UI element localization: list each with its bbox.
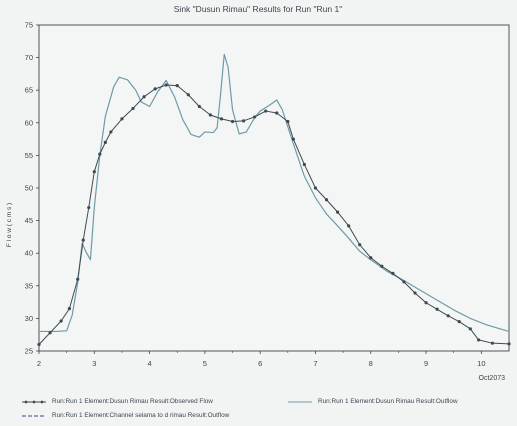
plot-area xyxy=(38,24,510,352)
data-point xyxy=(241,119,246,123)
legend-swatch-channel-outflow xyxy=(22,413,46,419)
data-point xyxy=(264,109,268,113)
data-point xyxy=(369,256,373,260)
data-point xyxy=(81,238,85,242)
y-tick-label: 70 xyxy=(25,53,33,62)
data-point xyxy=(313,186,318,190)
x-tick-label: 7 xyxy=(313,359,317,368)
data-point xyxy=(87,205,91,210)
data-point xyxy=(435,307,439,311)
series-lines xyxy=(37,53,511,347)
legend-swatch-outflow xyxy=(288,399,312,405)
x-tick-label: 6 xyxy=(258,359,262,368)
data-point xyxy=(347,224,351,228)
data-point xyxy=(92,170,96,174)
data-point xyxy=(507,342,511,346)
y-tick-label: 65 xyxy=(25,86,33,95)
data-point xyxy=(424,301,428,305)
data-point xyxy=(219,117,224,121)
y-tick-label: 60 xyxy=(25,118,33,127)
y-tick-label: 30 xyxy=(25,314,33,323)
y-axis-label: F l o w ( c m s ) xyxy=(6,203,13,247)
legend-label-observed-flow: Run:Run 1 Element:Dusun Rimau Result:Obs… xyxy=(52,398,213,405)
data-point xyxy=(457,320,461,324)
data-point xyxy=(413,291,417,295)
x-axis-date-label: Oct2073 xyxy=(479,375,506,382)
data-point xyxy=(37,342,41,347)
x-tick-label: 10 xyxy=(477,359,485,368)
x-tick-label: 8 xyxy=(369,359,373,368)
data-point xyxy=(490,341,495,345)
data-point xyxy=(175,84,179,88)
legend-item-channel-outflow: Run:Run 1 Element:Channel selama to d ri… xyxy=(22,412,229,419)
data-point xyxy=(109,130,113,134)
y-tick-label: 40 xyxy=(25,249,33,258)
data-point xyxy=(186,93,190,97)
y-tick-label: 75 xyxy=(25,21,33,30)
series-line xyxy=(39,53,510,333)
data-point xyxy=(120,117,124,121)
data-point xyxy=(59,319,63,323)
chart-title: Sink "Dusun Rimau" Results for Run "Run … xyxy=(174,4,342,14)
y-tick-label: 45 xyxy=(25,216,33,225)
legend: Run:Run 1 Element:Dusun Rimau Result:Obs… xyxy=(0,395,517,425)
data-point xyxy=(67,307,72,311)
data-point xyxy=(402,280,406,284)
legend-label-outflow: Run:Run 1 Element:Dusun Rimau Result:Out… xyxy=(318,398,458,405)
data-point xyxy=(358,243,362,247)
data-point xyxy=(48,331,52,335)
data-point xyxy=(468,327,472,331)
y-tick-label: 35 xyxy=(25,281,33,290)
data-point xyxy=(286,119,290,124)
data-point xyxy=(230,119,235,124)
x-tick-label: 9 xyxy=(424,359,428,368)
x-tick-label: 4 xyxy=(148,359,152,368)
data-point xyxy=(131,106,135,111)
data-point xyxy=(253,115,257,119)
data-point xyxy=(446,314,450,318)
data-point xyxy=(208,113,213,117)
data-point xyxy=(103,140,107,144)
x-tick-label: 5 xyxy=(203,359,207,368)
data-point xyxy=(391,271,395,276)
legend-item-observed-flow: Run:Run 1 Element:Dusun Rimau Result:Obs… xyxy=(22,398,213,405)
data-point xyxy=(197,104,201,109)
x-tick-label: 2 xyxy=(37,359,41,368)
data-point xyxy=(380,264,384,268)
y-tick-label: 25 xyxy=(25,347,33,356)
y-tick-label: 55 xyxy=(25,151,33,160)
data-point xyxy=(98,152,102,156)
data-point xyxy=(76,277,80,281)
data-point xyxy=(164,83,168,87)
data-point xyxy=(324,198,329,202)
data-point xyxy=(142,95,146,99)
legend-swatch-observed-flow xyxy=(22,399,46,405)
legend-label-channel-outflow: Run:Run 1 Element:Channel selama to d ri… xyxy=(52,412,230,419)
data-point xyxy=(153,87,157,91)
legend-item-outflow: Run:Run 1 Element:Dusun Rimau Result:Out… xyxy=(288,398,458,405)
data-point xyxy=(275,111,279,115)
y-tick-label: 50 xyxy=(25,184,33,193)
data-point xyxy=(335,210,340,214)
data-point xyxy=(302,162,307,167)
data-point xyxy=(476,338,481,342)
x-tick-label: 3 xyxy=(92,359,96,368)
data-point xyxy=(291,137,295,141)
